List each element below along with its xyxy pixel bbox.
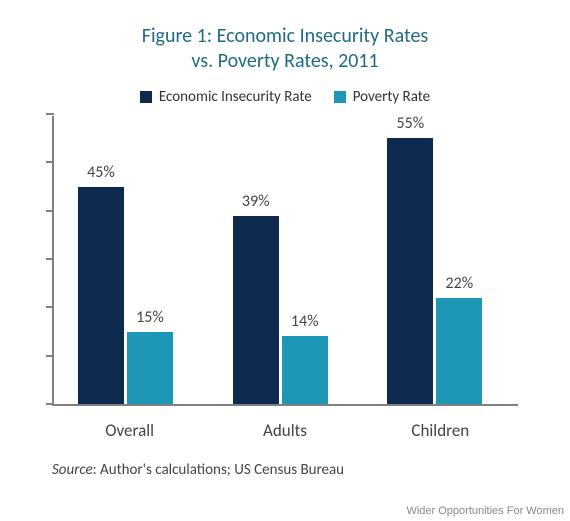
bar-label: 45% <box>78 163 124 182</box>
bar-label: 39% <box>233 192 279 211</box>
source-line: Source: Author's calculations; US Census… <box>52 461 518 479</box>
source-text: : Author's calculations; US Census Burea… <box>93 461 344 479</box>
bar-label: 22% <box>436 274 482 293</box>
bar-poverty-overall: 15% <box>127 332 173 405</box>
bar-group-children: 55% 22% <box>363 116 518 404</box>
attribution: Wider Opportunities For Women <box>406 505 564 517</box>
y-tick <box>46 113 54 115</box>
bar-economic-insecurity-adults: 39% <box>233 216 279 405</box>
legend-item-poverty: Poverty Rate <box>334 88 430 106</box>
legend-swatch-poverty <box>334 91 346 103</box>
y-tick <box>46 210 54 212</box>
x-label-children: Children <box>363 420 518 441</box>
x-label-adults: Adults <box>207 420 362 441</box>
legend-label-economic-insecurity: Economic Insecurity Rate <box>159 88 312 106</box>
legend-item-economic-insecurity: Economic Insecurity Rate <box>140 88 312 106</box>
source-label: Source <box>52 461 93 479</box>
title-line-1: Figure 1: Economic Insecurity Rates <box>142 24 428 48</box>
bar-label: 15% <box>127 308 173 327</box>
bar-economic-insecurity-children: 55% <box>387 138 433 404</box>
bar-poverty-children: 22% <box>436 298 482 404</box>
bar-label: 14% <box>282 312 328 331</box>
legend-label-poverty: Poverty Rate <box>353 88 430 106</box>
bar-poverty-adults: 14% <box>282 336 328 404</box>
chart-container: Figure 1: Economic Insecurity Rates vs. … <box>28 18 542 488</box>
y-tick <box>46 306 54 308</box>
y-tick <box>46 161 54 163</box>
bar-economic-insecurity-overall: 45% <box>78 187 124 405</box>
bar-group-adults: 39% 14% <box>209 116 364 404</box>
y-tick <box>46 403 54 405</box>
y-tick <box>46 258 54 260</box>
x-axis-labels: Overall Adults Children <box>52 420 518 441</box>
legend: Economic Insecurity Rate Poverty Rate <box>28 88 542 106</box>
chart-title: Figure 1: Economic Insecurity Rates vs. … <box>28 18 542 74</box>
y-tick <box>46 355 54 357</box>
title-line-2: vs. Poverty Rates, 2011 <box>191 49 378 73</box>
bar-group-overall: 45% 15% <box>54 116 209 404</box>
bar-label: 55% <box>387 114 433 133</box>
legend-swatch-economic-insecurity <box>140 91 152 103</box>
bar-groups: 45% 15% 39% 14% 55% 22% <box>54 116 518 404</box>
x-label-overall: Overall <box>52 420 207 441</box>
plot-area: 45% 15% 39% 14% 55% 22% <box>52 116 518 406</box>
